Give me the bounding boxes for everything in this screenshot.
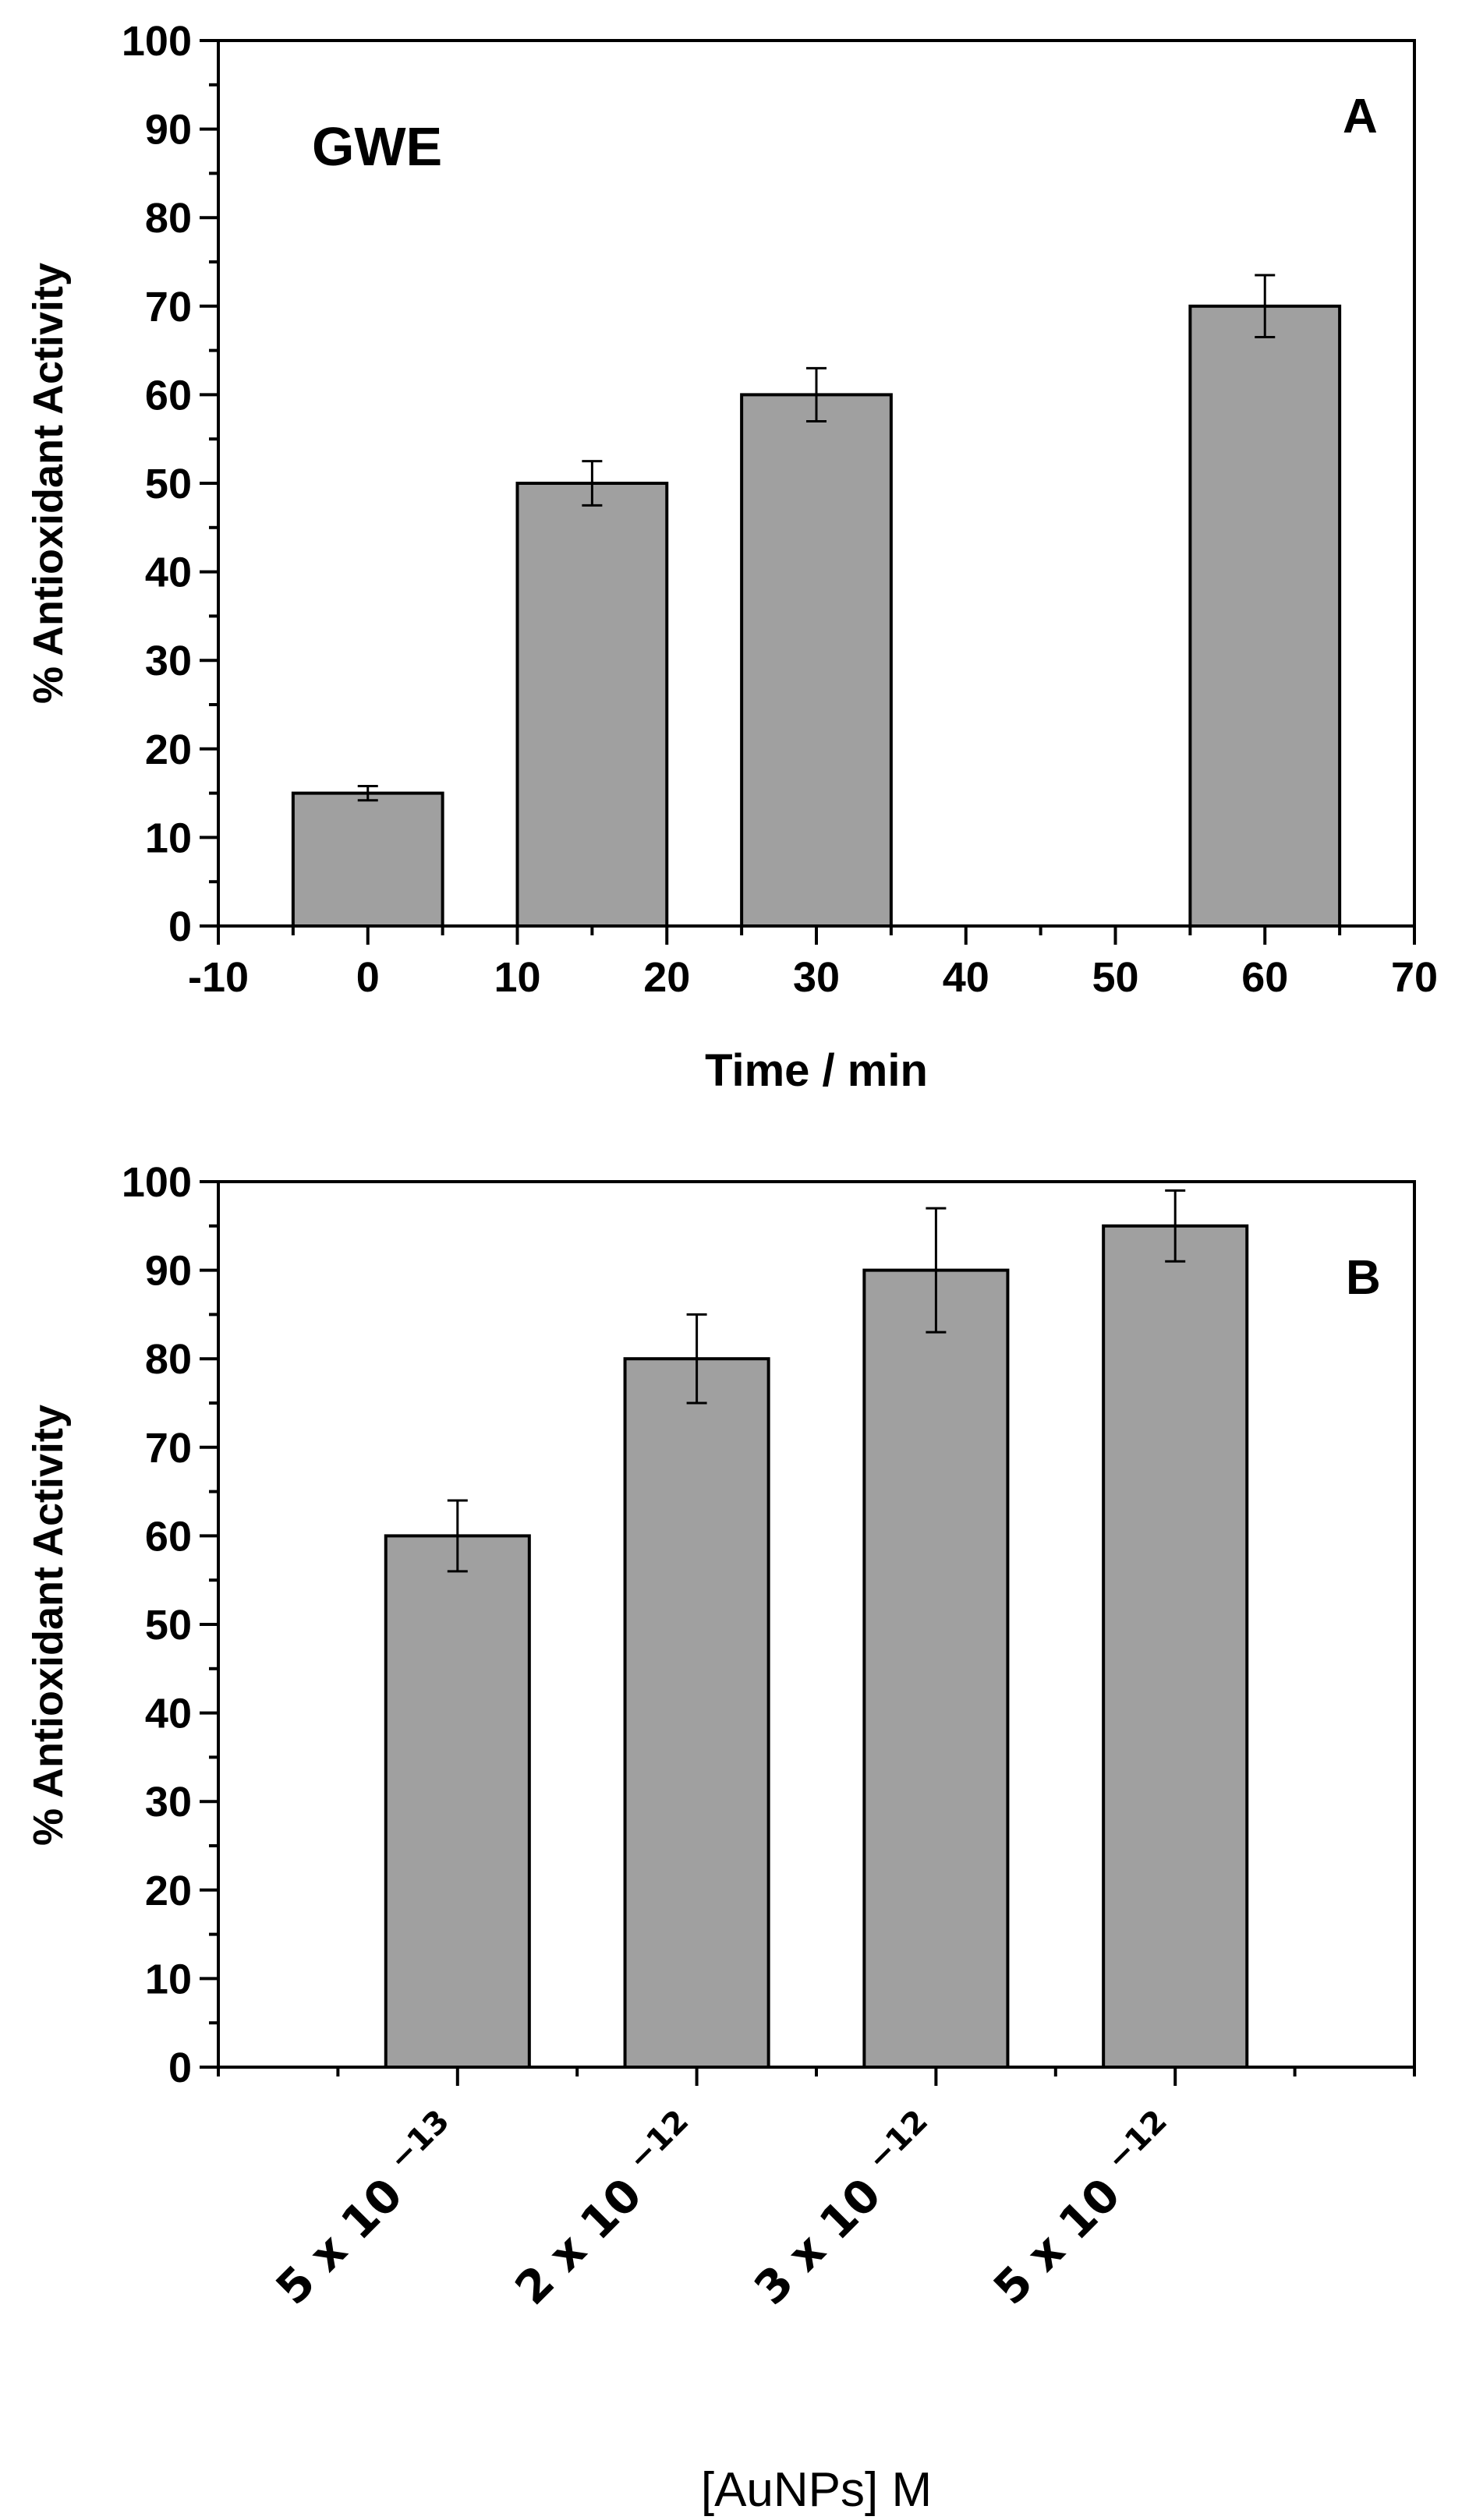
panel-b-category-label: 5 x 10 −13 <box>261 2103 473 2315</box>
panel-a-x-tick-label: 50 <box>1092 954 1138 1001</box>
panel-b-x-ticks: 5 x 10 −132 x 10 −123 x 10 −125 x 10 −12 <box>217 2067 1416 2315</box>
panel-a-error-bar <box>582 460 603 507</box>
panel-b-bar <box>1102 1224 1249 2069</box>
panel-b-category-label: 5 x 10 −12 <box>979 2103 1191 2315</box>
panel-a-x-tick-label: 0 <box>356 954 380 1001</box>
panel-b-error-bar <box>926 1207 947 1334</box>
panel-a-y-tick-label: 40 <box>145 550 192 596</box>
panel-b-y-tick-label: 80 <box>145 1336 192 1383</box>
panel-b-category-base: 2 x 10 <box>504 2157 663 2315</box>
panel-b-y-tick-label: 20 <box>145 1868 192 1914</box>
panel-a-x-tick-label: 30 <box>793 954 840 1001</box>
panel-a-y-tick-label: 80 <box>145 195 192 242</box>
panel-b-y-tick-label: 0 <box>168 2045 192 2091</box>
panel-a-y-tick-label: 20 <box>145 726 192 773</box>
panel-b-x-axis-title: [AuNPs] M <box>701 2463 932 2517</box>
panel-a-y-ticks: 0 10 20 30 40 50 60 70 80 90 100 <box>122 18 218 950</box>
panel-b: 0 10 20 30 40 50 60 70 80 90 100 5 x 10 −132 x 10 … <box>25 1159 1416 2517</box>
panel-a-x-axis-title: Time / min <box>705 1045 928 1096</box>
panel-a-x-tick-label: 20 <box>643 954 690 1001</box>
panel-a-x-tick-label: 10 <box>494 954 540 1001</box>
panel-b-y-ticks: 0 10 20 30 40 50 60 70 80 90 100 <box>122 1159 218 2091</box>
panel-b-error-bar <box>686 1313 707 1405</box>
panel-a-bars <box>291 274 1342 928</box>
panel-b-bars <box>384 1189 1249 2069</box>
panel-a-error-bar <box>357 785 378 802</box>
panel-a-y-tick-label: 100 <box>122 18 192 65</box>
panel-a-y-tick-label: 10 <box>145 815 192 861</box>
panel-b-error-bar <box>1165 1189 1186 1263</box>
panel-a-x-tick-label: 70 <box>1391 954 1438 1001</box>
panel-b-y-tick-label: 100 <box>122 1159 192 1206</box>
panel-a-y-tick-label: 90 <box>145 107 192 154</box>
panel-a-bar <box>1188 304 1342 928</box>
panel-b-category-base: 5 x 10 <box>266 2157 424 2315</box>
panel-a-label: A <box>1343 90 1378 143</box>
panel-a-bar <box>740 393 893 928</box>
panel-b-label: B <box>1346 1251 1381 1305</box>
panel-a-annotation: GWE <box>312 116 442 177</box>
panel-b-category-base: 5 x 10 <box>983 2157 1142 2315</box>
panel-a-x-tick-label: 40 <box>943 954 989 1001</box>
panel-a-y-tick-label: 50 <box>145 461 192 507</box>
panel-b-y-tick-label: 70 <box>145 1425 192 1472</box>
panel-b-bar <box>623 1357 770 2069</box>
panel-b-category-base: 3 x 10 <box>744 2157 902 2315</box>
panel-a-bar <box>291 791 444 928</box>
panel-a-x-tick-label: -10 <box>188 954 249 1001</box>
panel-a-error-bar <box>1255 274 1276 339</box>
panel-b-y-axis-title: % Antioxidant Activity <box>25 1405 72 1846</box>
panel-a-y-axis-title: % Antioxidant Activity <box>25 263 72 704</box>
panel-a-y-tick-label: 30 <box>145 638 192 684</box>
panel-b-y-tick-label: 10 <box>145 1956 192 2002</box>
panel-b-y-tick-label: 90 <box>145 1248 192 1295</box>
panel-a-error-bar <box>806 366 827 422</box>
panel-b-error-bar <box>447 1499 468 1573</box>
panel-b-y-tick-label: 40 <box>145 1691 192 1737</box>
panel-b-category-label: 2 x 10 −12 <box>501 2103 713 2315</box>
panel-a-x-tick-label: 60 <box>1241 954 1288 1001</box>
panel-a-y-tick-label: 60 <box>145 372 192 419</box>
panel-b-bar <box>862 1268 1010 2069</box>
panel-a-bar <box>515 482 669 928</box>
panel-b-y-tick-label: 30 <box>145 1779 192 1825</box>
panel-a-y-tick-label: 0 <box>168 903 192 950</box>
panel-a-y-tick-label: 70 <box>145 284 192 330</box>
panel-b-y-tick-label: 50 <box>145 1602 192 1649</box>
panel-b-category-label: 3 x 10 −12 <box>740 2103 952 2315</box>
panel-a-x-ticks: -10 0 10 20 30 40 50 60 70 <box>188 926 1438 1001</box>
panel-b-bar <box>384 1534 531 2069</box>
panel-b-y-tick-label: 60 <box>145 1513 192 1560</box>
